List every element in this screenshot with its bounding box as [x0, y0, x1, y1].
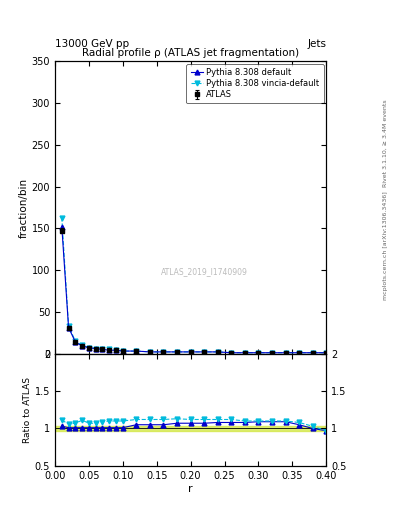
Pythia 8.308 vincia-default	[256, 350, 261, 356]
Text: Jets: Jets	[307, 38, 326, 49]
Pythia 8.308 vincia-default	[94, 346, 98, 352]
Pythia 8.308 vincia-default	[229, 350, 234, 356]
Pythia 8.308 vincia-default	[73, 338, 78, 344]
Pythia 8.308 vincia-default	[86, 345, 91, 351]
Pythia 8.308 default	[148, 349, 152, 355]
Pythia 8.308 default	[229, 350, 234, 356]
Pythia 8.308 vincia-default	[215, 349, 220, 355]
Pythia 8.308 default	[80, 343, 84, 349]
Pythia 8.308 default	[202, 349, 207, 355]
Pythia 8.308 default	[161, 349, 166, 355]
Pythia 8.308 default	[66, 325, 71, 331]
Pythia 8.308 vincia-default	[175, 349, 180, 355]
Title: Radial profile ρ (ATLAS jet fragmentation): Radial profile ρ (ATLAS jet fragmentatio…	[82, 48, 299, 58]
Pythia 8.308 default	[283, 350, 288, 356]
Line: Pythia 8.308 vincia-default: Pythia 8.308 vincia-default	[59, 215, 329, 355]
Pythia 8.308 vincia-default	[297, 350, 301, 356]
Pythia 8.308 default	[324, 350, 329, 356]
Pythia 8.308 vincia-default	[148, 349, 152, 355]
Pythia 8.308 vincia-default	[120, 348, 125, 354]
Pythia 8.308 vincia-default	[202, 349, 207, 355]
Pythia 8.308 vincia-default	[188, 349, 193, 355]
Pythia 8.308 vincia-default	[310, 350, 315, 356]
Pythia 8.308 default	[100, 346, 105, 352]
Pythia 8.308 default	[59, 224, 64, 230]
Legend: Pythia 8.308 default, Pythia 8.308 vincia-default, ATLAS: Pythia 8.308 default, Pythia 8.308 vinci…	[186, 64, 324, 103]
Pythia 8.308 default	[134, 348, 139, 354]
Pythia 8.308 default	[73, 339, 78, 345]
Pythia 8.308 default	[242, 350, 247, 356]
Pythia 8.308 default	[297, 350, 301, 356]
Text: 13000 GeV pp: 13000 GeV pp	[55, 38, 129, 49]
Text: ATLAS_2019_I1740909: ATLAS_2019_I1740909	[161, 267, 248, 276]
Line: Pythia 8.308 default: Pythia 8.308 default	[59, 224, 329, 355]
Pythia 8.308 default	[120, 348, 125, 354]
Pythia 8.308 vincia-default	[324, 350, 329, 356]
Pythia 8.308 default	[114, 347, 118, 353]
Pythia 8.308 vincia-default	[80, 342, 84, 348]
Pythia 8.308 default	[175, 349, 180, 355]
Pythia 8.308 vincia-default	[242, 350, 247, 356]
Pythia 8.308 default	[270, 350, 274, 356]
Y-axis label: Ratio to ATLAS: Ratio to ATLAS	[23, 377, 32, 443]
Pythia 8.308 vincia-default	[161, 349, 166, 355]
Pythia 8.308 default	[86, 345, 91, 351]
X-axis label: r: r	[188, 483, 193, 494]
Pythia 8.308 default	[94, 346, 98, 352]
Pythia 8.308 vincia-default	[100, 346, 105, 352]
Pythia 8.308 default	[107, 347, 112, 353]
Pythia 8.308 default	[188, 349, 193, 355]
Pythia 8.308 vincia-default	[134, 348, 139, 354]
Pythia 8.308 vincia-default	[59, 215, 64, 221]
Pythia 8.308 vincia-default	[283, 350, 288, 356]
Pythia 8.308 vincia-default	[66, 323, 71, 329]
Text: mcplots.cern.ch [arXiv:1306.3436]: mcplots.cern.ch [arXiv:1306.3436]	[383, 191, 387, 300]
Text: Rivet 3.1.10, ≥ 3.4M events: Rivet 3.1.10, ≥ 3.4M events	[383, 99, 387, 187]
Pythia 8.308 default	[310, 350, 315, 356]
Pythia 8.308 vincia-default	[107, 346, 112, 352]
Y-axis label: fraction/bin: fraction/bin	[19, 178, 29, 238]
Pythia 8.308 default	[215, 349, 220, 355]
Pythia 8.308 vincia-default	[114, 347, 118, 353]
Pythia 8.308 vincia-default	[270, 350, 274, 356]
Pythia 8.308 default	[256, 350, 261, 356]
